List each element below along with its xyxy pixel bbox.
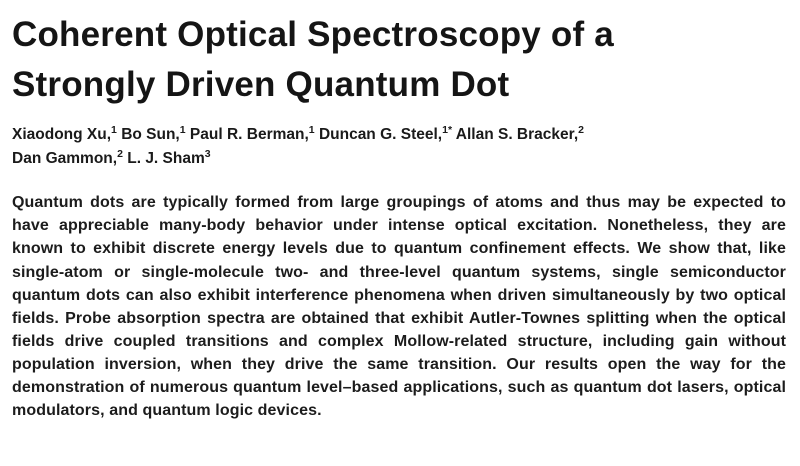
author-name: Duncan G. Steel,1* [318,124,453,144]
author-affiliation-mark: 2 [578,124,584,137]
author-affiliation-mark: 1* [442,124,453,137]
paper-title: Coherent Optical Spectroscopy of a Stron… [12,10,786,109]
paper-abstract: Quantum dots are typically formed from l… [12,194,786,419]
author-name: Paul R. Berman,1 [189,124,315,144]
author-affiliation-mark: 1 [179,124,186,137]
author-name: Dan Gammon,2 [12,148,123,168]
author-name: Allan S. Bracker,2 [455,124,584,144]
author-affiliation-mark: 3 [204,148,211,161]
paper-title-line-1: Coherent Optical Spectroscopy of a [12,15,614,54]
author-name: L. J. Sham3 [127,148,211,168]
author-name: Bo Sun,1 [121,124,186,144]
author-affiliation-mark: 1 [111,124,117,137]
author-affiliation-mark: 1 [308,124,315,137]
author-affiliation-mark: 2 [117,148,123,161]
paper-title-line-2: Strongly Driven Quantum Dot [12,64,510,104]
author-name: Xiaodong Xu,1 [12,124,117,144]
author-list: Xiaodong Xu,1 Bo Sun,1 Paul R. Berman,1 … [12,123,752,171]
